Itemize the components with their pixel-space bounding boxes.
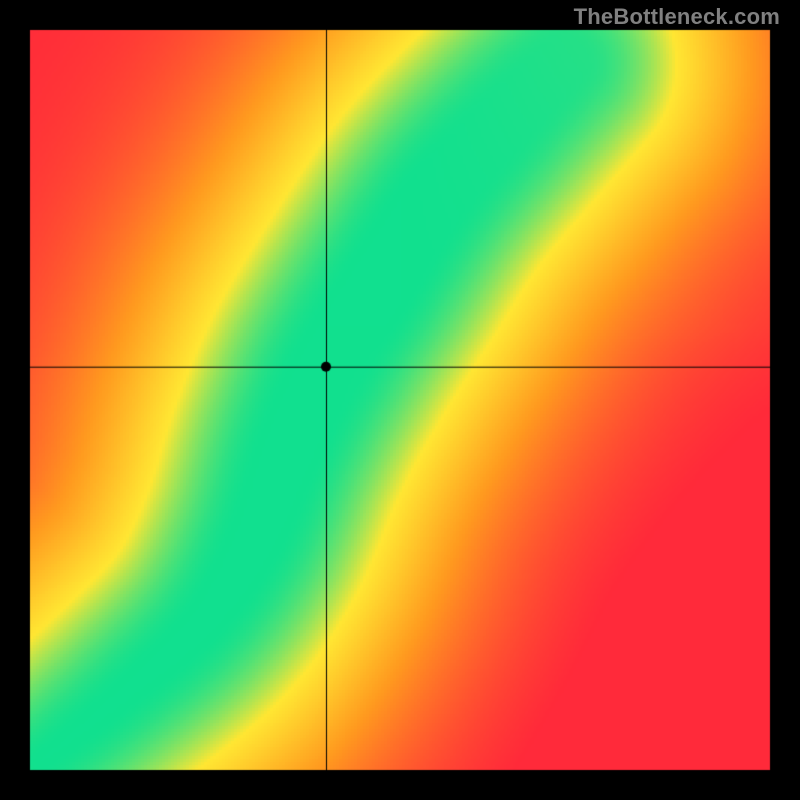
chart-container: TheBottleneck.com — [0, 0, 800, 800]
watermark-text: TheBottleneck.com — [574, 4, 780, 30]
bottleneck-heatmap — [0, 0, 800, 800]
